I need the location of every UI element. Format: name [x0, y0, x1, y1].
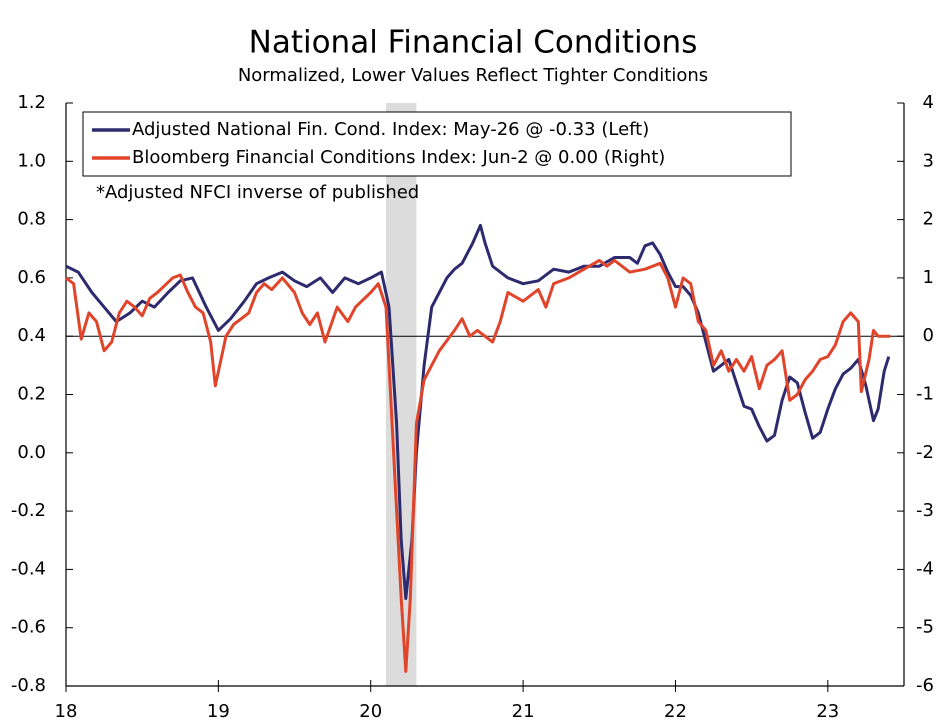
x-tick-label: 23	[816, 701, 839, 722]
y2-tick-label: 4	[923, 92, 934, 113]
y-tick-label: 1.0	[17, 150, 46, 171]
chart-title: National Financial Conditions	[249, 25, 698, 61]
y2-tick-label: -6	[916, 675, 934, 696]
y-tick-label: 0.2	[17, 384, 46, 405]
y2-tick-label: -4	[916, 558, 934, 579]
y2-tick-label: -3	[916, 500, 934, 521]
y-tick-label: -0.4	[11, 558, 46, 579]
x-tick-label: 20	[359, 701, 382, 722]
legend-box	[82, 111, 792, 177]
y2-tick-label: 0	[923, 325, 934, 346]
y-tick-label: -0.2	[11, 500, 46, 521]
y2-tick-label: -1	[916, 384, 934, 405]
y-tick-label: 0.4	[17, 325, 46, 346]
y2-tick-label: 1	[923, 267, 934, 288]
y2-tick-label: 3	[923, 150, 934, 171]
x-tick-label: 18	[55, 701, 78, 722]
y-tick-label: 0.6	[17, 267, 46, 288]
y-tick-label: -0.8	[11, 675, 46, 696]
annotation: *Adjusted NFCI inverse of published	[96, 182, 419, 203]
x-tick-label: 21	[512, 701, 535, 722]
x-tick-label: 22	[664, 701, 687, 722]
series-line	[65, 223, 891, 600]
chart-subtitle: Normalized, Lower Values Reflect Tighter…	[238, 65, 708, 86]
series-line	[65, 258, 891, 673]
y-tick-label: 0.8	[17, 209, 46, 230]
legend-label: Adjusted National Fin. Cond. Index: May-…	[132, 119, 649, 140]
legend-label: Bloomberg Financial Conditions Index: Ju…	[132, 147, 665, 168]
y-tick-label: 1.2	[17, 92, 46, 113]
y2-tick-label: -5	[916, 617, 934, 638]
y-tick-label: 0.0	[17, 442, 46, 463]
y2-tick-label: 2	[923, 209, 934, 230]
x-tick-label: 19	[207, 701, 230, 722]
y-tick-label: -0.6	[11, 617, 46, 638]
y2-tick-label: -2	[916, 442, 934, 463]
